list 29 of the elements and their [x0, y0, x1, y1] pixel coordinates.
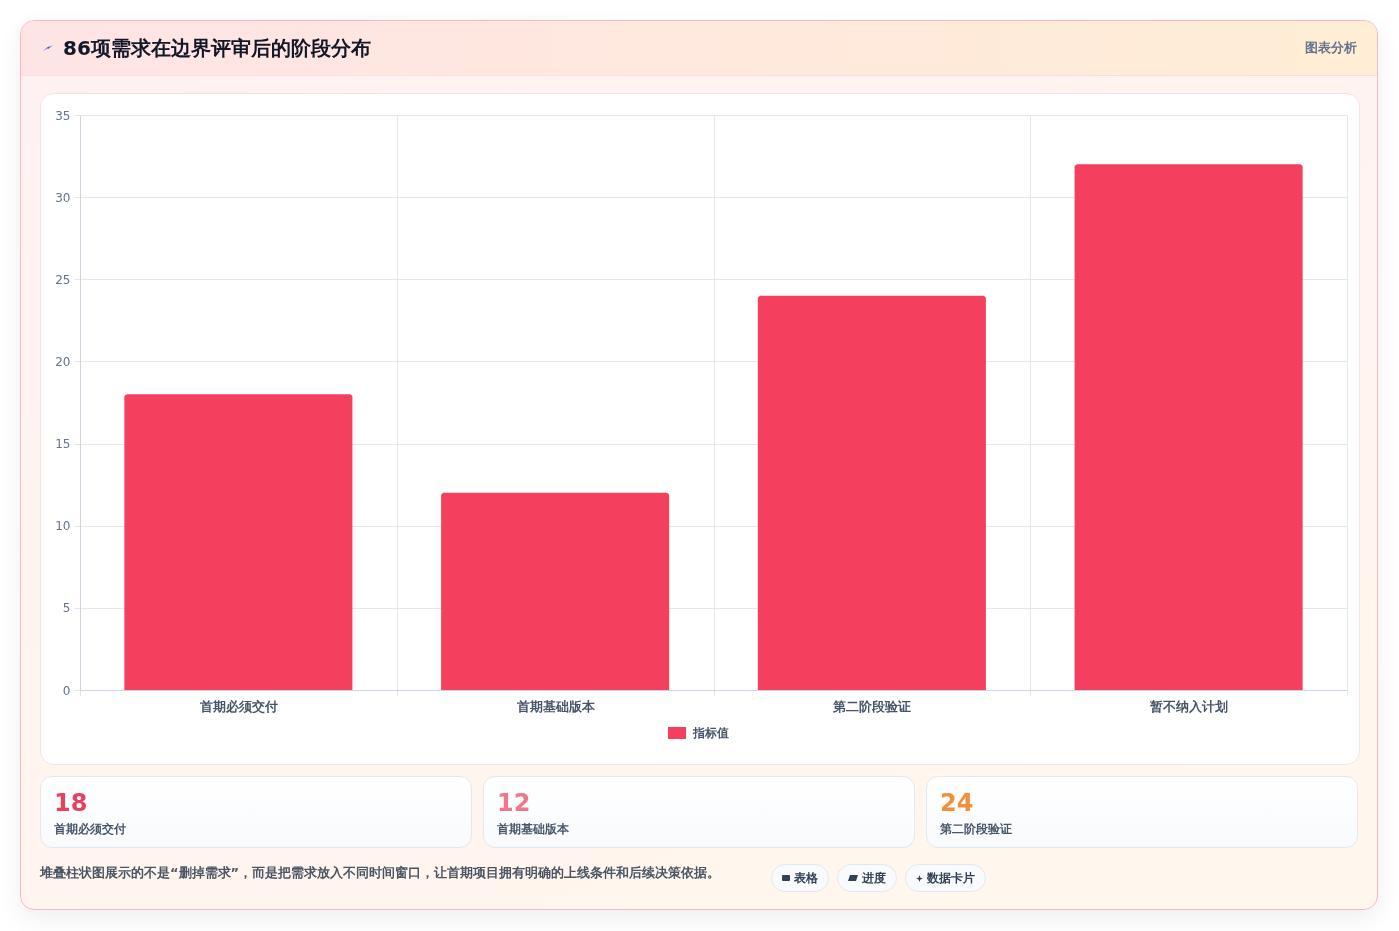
text: 进度 [862, 869, 886, 887]
legend-label: 指标值 [692, 726, 729, 740]
y-tick-label: 10 [55, 519, 71, 534]
text: 24 [940, 789, 974, 817]
y-tick-label: 30 [55, 190, 71, 205]
text: 表格 [794, 869, 818, 887]
text: 数据卡片 [927, 869, 975, 887]
x-tick-label: 首期必须交付 [198, 698, 278, 714]
text: 首期基础版本 [497, 821, 569, 837]
y-tick-label: 15 [55, 437, 71, 452]
text: 堆叠柱状图展示的不是“删掉需求”，而是把需求放入不同时间窗口，让首期项目拥有明确的上线条件和后续决策依据。 [40, 864, 721, 882]
bar [1074, 164, 1303, 690]
y-tick-label: 5 [62, 601, 71, 616]
text: 第二阶段验证 [940, 821, 1012, 837]
text: 18 [54, 789, 88, 817]
bar [441, 492, 670, 690]
y-tick-label: 20 [55, 354, 71, 369]
chart-title: 86项需求在边界评审后的阶段分布 [63, 35, 371, 62]
text: 首期必须交付 [54, 821, 126, 837]
text: 图表分析 [1305, 39, 1357, 57]
text: 12 [497, 789, 531, 817]
y-tick-label: 35 [55, 108, 71, 123]
x-tick-label: 首期基础版本 [515, 698, 596, 714]
y-tick-label: 0 [62, 683, 71, 698]
bar [757, 295, 986, 690]
y-tick-label: 25 [55, 272, 71, 287]
x-tick-label: 暂不纳入计划 [1149, 698, 1229, 714]
bar [124, 394, 353, 690]
x-tick-label: 第二阶段验证 [832, 698, 912, 714]
